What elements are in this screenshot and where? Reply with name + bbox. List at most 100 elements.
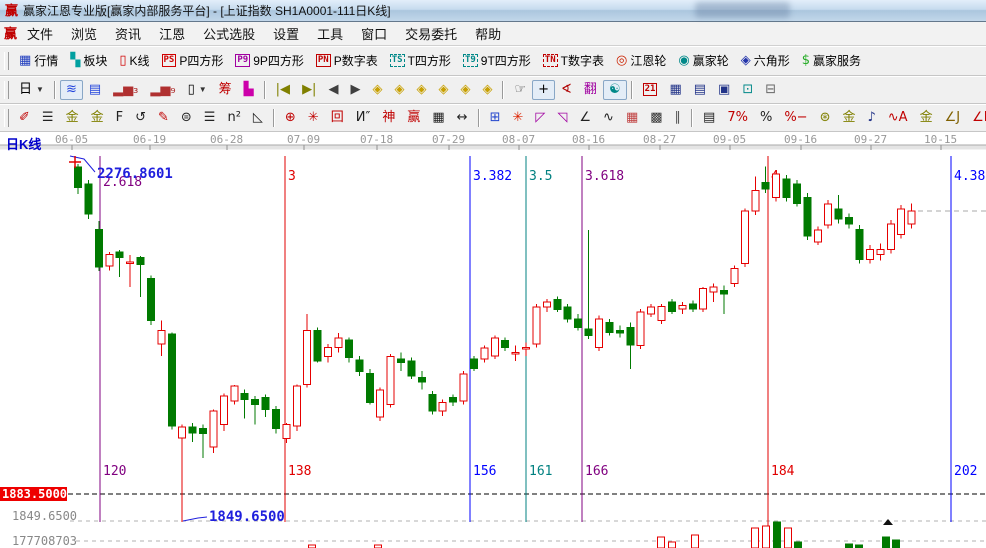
t-square-button[interactable]: TS T四方形 [384, 51, 457, 71]
n-square-tool[interactable]: n² [221, 108, 246, 128]
gold-level-tool[interactable]: 金 [836, 108, 861, 128]
t-table-button[interactable]: TN T数字表 [537, 51, 610, 71]
angle-measure-button[interactable]: ∢ [555, 80, 578, 100]
speed-line-tool[interactable]: И″ [350, 108, 377, 128]
compress-button[interactable]: ◈ [432, 80, 454, 100]
candle-body [449, 397, 458, 403]
candle-body [303, 330, 312, 385]
gann-line-tool[interactable]: ☰ [36, 108, 60, 128]
last-bar-button[interactable]: ▶| [296, 80, 322, 100]
f-angle-tool-icon: ∠F [972, 110, 986, 125]
percent-table-tool[interactable]: ▤ [697, 108, 721, 128]
time-line-tool[interactable]: ☰ [198, 108, 222, 128]
quotes-button[interactable]: ▦ 行情 [13, 51, 64, 71]
angle-fan-tool-icon: ◺ [252, 110, 263, 125]
percent-strike-tool[interactable]: 7% [721, 108, 754, 128]
percent-line-tool[interactable]: %− [778, 108, 813, 128]
save-button[interactable]: ▣ [712, 80, 736, 100]
f-angle-tool[interactable]: ∠F [966, 108, 986, 128]
menu-item-7[interactable]: 窗口 [361, 27, 388, 42]
smart-analysis-button[interactable]: ☯ [602, 79, 627, 100]
gold-line-tool-1[interactable]: 金 [60, 108, 85, 128]
frame-tool[interactable]: ⊞ [484, 108, 507, 128]
volume-profile-button[interactable]: ▙ [238, 80, 260, 100]
menu-item-9[interactable]: 帮助 [475, 27, 502, 42]
fan-right-tool[interactable]: ◹ [551, 108, 573, 128]
hexagon-button[interactable]: ◈ 六角形 [735, 51, 796, 71]
calculator-button[interactable]: ▦ [663, 80, 687, 100]
notes-button[interactable]: ▤ [688, 80, 712, 100]
span-arrow-tool[interactable]: ↔ [451, 108, 474, 128]
indicator-3-button[interactable]: ▂▅₃ [107, 80, 144, 100]
first-bar-button[interactable]: |◀ [270, 80, 296, 100]
menu-item-3[interactable]: 江恩 [159, 27, 186, 42]
remote-button[interactable]: ⊟ [759, 80, 782, 100]
gold-line-tool-2[interactable]: 金 [85, 108, 110, 128]
fib-line-tool[interactable]: F [110, 108, 129, 128]
candle-style-button[interactable]: ▯ ▼ [182, 80, 213, 100]
crosshair-button[interactable]: + [532, 79, 556, 100]
cycle-tool[interactable]: ↺ [129, 108, 152, 128]
menu-item-8[interactable]: 交易委托 [405, 27, 458, 42]
grid-number-tool[interactable]: ▦ [426, 108, 450, 128]
circle-line-tool[interactable]: ⊜ [175, 108, 198, 128]
ying-line-tool-icon: 赢 [407, 110, 421, 125]
9p-square-button[interactable]: P9 9P四方形 [229, 51, 310, 71]
menu-item-4[interactable]: 公式选股 [203, 27, 256, 42]
mark-pen-tool[interactable]: ✎ [152, 108, 175, 128]
net-monitor-button[interactable]: ⊡ [736, 80, 759, 100]
hand-drag-button[interactable]: ☞ [508, 80, 532, 100]
sectors-button[interactable]: ▚ 板块 [64, 51, 113, 71]
stretch-h-button[interactable]: ◈ [410, 80, 432, 100]
zigzag-tool[interactable]: ∿ [597, 108, 620, 128]
chart-area[interactable]: 日K线 06-05 06-19 06-28 07-09 07-18 07-29 08-07 0… [0, 132, 986, 548]
indicator-9-button[interactable]: ▂▅₉ [144, 80, 181, 100]
note-marker-tool[interactable]: ♪ [861, 108, 881, 128]
stretch-v-button[interactable]: ◈ [476, 80, 498, 100]
grid-red-tool[interactable]: ▦ [620, 108, 644, 128]
gold-circle-tool[interactable]: ⊛ [814, 108, 837, 128]
angle-fan-tool[interactable]: ◺ [247, 108, 269, 128]
menu-item-0[interactable]: 文件 [27, 27, 54, 42]
trend-pen-tool[interactable]: ✐ [13, 108, 36, 128]
kline-button[interactable]: ▯ K线 [113, 51, 155, 71]
grid-dark-tool[interactable]: ▩ [644, 108, 668, 128]
trend-angle-tool[interactable]: ∠ [573, 108, 597, 128]
menu-item-1[interactable]: 浏览 [71, 27, 98, 42]
flip-tool-button[interactable]: 翻 [578, 80, 603, 100]
square-spiral-tool[interactable]: 回 [325, 108, 350, 128]
kline-chart[interactable]: 06-05 06-19 06-28 07-09 07-18 07-29 08-07 08-16… [0, 132, 986, 548]
gann-cross-tool[interactable]: ⊕ [279, 108, 302, 128]
9t-square-button[interactable]: T9 9T四方形 [457, 51, 537, 71]
prev-bar-button-icon: ◀ [328, 82, 339, 97]
menu-item-2[interactable]: 资讯 [115, 27, 142, 42]
expand-button[interactable]: ◈ [454, 80, 476, 100]
shen-line-tool[interactable]: 神 [376, 108, 401, 128]
period-selector[interactable]: 日 ▼ [13, 80, 50, 100]
j-angle-tool[interactable]: ∠J [939, 108, 967, 128]
prev-bar-button[interactable]: ◀ [322, 80, 344, 100]
fan-left-tool[interactable]: ◸ [529, 108, 551, 128]
candle-body [209, 410, 218, 448]
gann-wheel-button[interactable]: ◎ 江恩轮 [610, 51, 672, 71]
menu-item-6[interactable]: 工具 [317, 27, 344, 42]
star-ray-tool[interactable]: ✳ [302, 108, 325, 128]
parallel-line-tool[interactable]: ∥ [669, 108, 688, 128]
winner-wheel-button[interactable]: ◉ 赢家轮 [672, 51, 734, 71]
p-square-button[interactable]: PS P四方形 [156, 51, 230, 71]
wave-tool[interactable]: ∿A [882, 108, 914, 128]
zoom-out-h-button[interactable]: ◈ [366, 80, 388, 100]
percent-tool[interactable]: % [754, 108, 778, 128]
ying-line-tool[interactable]: 赢 [401, 108, 426, 128]
info-panel-button[interactable]: ▤ [83, 80, 107, 100]
winner-service-button[interactable]: $ 赢家服务 [796, 51, 867, 71]
freehand-draw-button[interactable]: ≋ [59, 79, 83, 100]
calendar-button[interactable]: 21 [637, 80, 664, 100]
p-table-button[interactable]: PN P数字表 [310, 51, 384, 71]
zoom-in-h-button[interactable]: ◈ [388, 80, 410, 100]
ray-fan-tool[interactable]: ✳ [506, 108, 529, 128]
chip-distribution-button[interactable]: 筹 [213, 80, 238, 100]
next-bar-button[interactable]: ▶ [344, 80, 366, 100]
menu-item-5[interactable]: 设置 [273, 27, 300, 42]
gold-underline-tool[interactable]: 金 [914, 108, 939, 128]
